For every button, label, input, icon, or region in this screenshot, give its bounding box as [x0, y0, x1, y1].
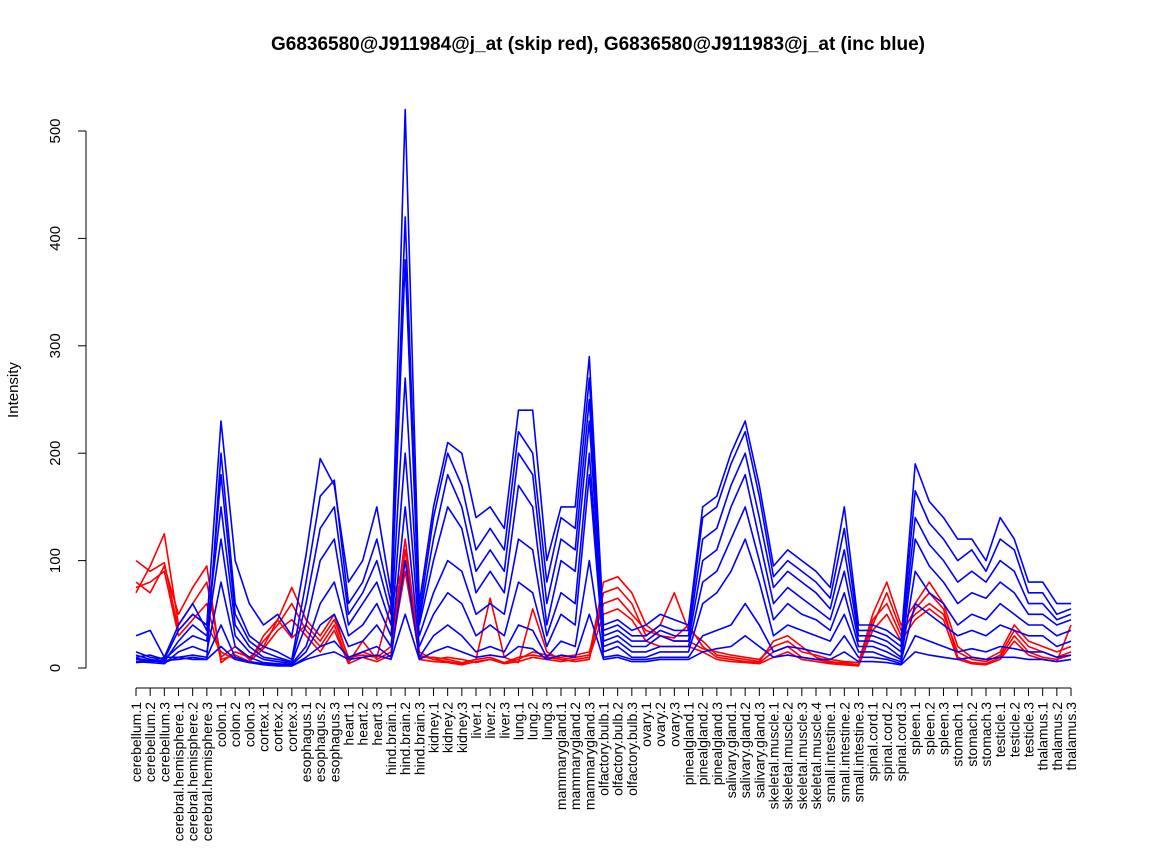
x-tick-label: ovary.2 — [652, 702, 668, 747]
x-tick-label: ovary.3 — [666, 702, 682, 747]
y-tick-label: 500 — [47, 118, 64, 143]
series-line-skip — [135, 559, 1072, 664]
x-tick-label: liver.2 — [482, 702, 498, 739]
series-line-inc — [135, 613, 1072, 667]
y-axis-label: Intensity — [5, 362, 22, 418]
x-tick-label: cerebellum.1 — [128, 702, 144, 782]
y-tick-label: 0 — [47, 664, 64, 672]
x-tick-label: olfactory.bulb.3 — [624, 702, 640, 796]
series-line-skip — [135, 532, 1072, 666]
x-tick-label: salivary.gland.2 — [737, 702, 753, 798]
x-tick-label: cerebellum.2 — [142, 702, 158, 782]
x-tick-label: spinal.cord.1 — [865, 702, 881, 782]
x-tick-label: esophagus.1 — [298, 702, 314, 782]
x-tick-label: skeletal.muscle.4 — [808, 702, 824, 810]
x-tick-label: testicle.3 — [1021, 702, 1037, 757]
x-tick-label: testicle.2 — [1006, 702, 1022, 757]
x-tick-label: thalamus.1 — [1035, 702, 1051, 771]
x-tick-label: cerebral.hemisphere.1 — [171, 702, 187, 842]
x-tick-label: testicle.1 — [992, 702, 1008, 757]
x-tick-label: spleen.1 — [907, 702, 923, 755]
x-tick-label: colon.3 — [241, 702, 257, 747]
x-tick-label: skeletal.muscle.3 — [794, 702, 810, 810]
x-tick-label: kidney.1 — [426, 702, 442, 753]
x-tick-label: hind.brain.1 — [383, 702, 399, 775]
x-tick-label: cortex.1 — [256, 702, 272, 752]
series-lines — [135, 108, 1072, 667]
x-tick-label: colon.1 — [213, 702, 229, 747]
x-tick-label: cortex.3 — [284, 702, 300, 752]
x-tick-label: olfactory.bulb.2 — [610, 702, 626, 796]
x-tick-label: salivary.gland.1 — [723, 702, 739, 798]
x-tick-label: spinal.cord.2 — [879, 702, 895, 782]
chart-title: G6836580@J911984@j_at (skip red), G68365… — [271, 34, 925, 55]
x-tick-label: small.intestine.3 — [851, 702, 867, 803]
x-tick-label: cerebral.hemisphere.2 — [185, 702, 201, 842]
x-tick-label: olfactory.bulb.1 — [596, 702, 612, 796]
x-tick-label: heart.1 — [341, 702, 357, 746]
x-tick-label: thalamus.3 — [1063, 702, 1079, 771]
y-tick-label: 100 — [47, 548, 64, 573]
x-tick-label: thalamus.2 — [1049, 702, 1065, 771]
x-tick-label: stomach.1 — [950, 702, 966, 767]
x-tick-label: mammarygland.3 — [581, 702, 597, 810]
x-tick-label: spleen.2 — [921, 702, 937, 755]
x-tick-label: liver.1 — [468, 702, 484, 739]
x-tick-label: mammarygland.1 — [553, 702, 569, 810]
x-tick-label: stomach.2 — [964, 702, 980, 767]
series-line-inc — [135, 108, 1071, 661]
y-axis: 0 100 200 300 400 500 — [47, 118, 87, 672]
x-tick-label: kidney.3 — [454, 702, 470, 753]
series-line-inc — [135, 259, 1072, 663]
x-tick-label: cortex.2 — [270, 702, 286, 752]
x-tick-label: stomach.3 — [978, 702, 994, 767]
x-tick-label: spleen.3 — [936, 702, 952, 755]
y-tick-label: 200 — [47, 441, 64, 466]
x-tick-label: mammarygland.2 — [567, 702, 583, 810]
y-tick-label: 300 — [47, 333, 64, 358]
x-tick-label: esophagus.2 — [312, 702, 328, 782]
x-tick-label: skeletal.muscle.1 — [766, 702, 782, 810]
x-tick-label: cerebral.hemisphere.3 — [199, 702, 215, 842]
x-tick-label: cerebellum.3 — [156, 702, 172, 782]
x-tick-label: spinal.cord.3 — [893, 702, 909, 782]
x-tick-label: pinealgland.3 — [709, 702, 725, 786]
x-tick-label: kidney.2 — [440, 702, 456, 753]
x-tick-label: ovary.1 — [638, 702, 654, 747]
x-tick-label: esophagus.3 — [326, 702, 342, 782]
x-tick-label: small.intestine.1 — [822, 702, 838, 803]
x-tick-label: hind.brain.2 — [397, 702, 413, 775]
x-tick-label: lung.2 — [525, 702, 541, 740]
x-tick-label: hind.brain.3 — [411, 702, 427, 775]
x-axis: cerebellum.1cerebellum.2cerebellum.3cere… — [128, 687, 1079, 842]
x-tick-label: heart.2 — [355, 702, 371, 746]
x-tick-label: colon.2 — [227, 702, 243, 747]
x-tick-label: skeletal.muscle.2 — [780, 702, 796, 810]
x-tick-label: heart.3 — [369, 702, 385, 746]
x-tick-label: lung.1 — [511, 702, 527, 740]
x-tick-label: pinealgland.1 — [681, 702, 697, 786]
x-tick-label: pinealgland.2 — [695, 702, 711, 786]
x-tick-label: liver.3 — [496, 702, 512, 739]
y-tick-label: 400 — [47, 226, 64, 251]
x-tick-label: small.intestine.2 — [836, 702, 852, 803]
x-tick-label: lung.3 — [539, 702, 555, 740]
x-tick-label: salivary.gland.3 — [751, 702, 767, 798]
